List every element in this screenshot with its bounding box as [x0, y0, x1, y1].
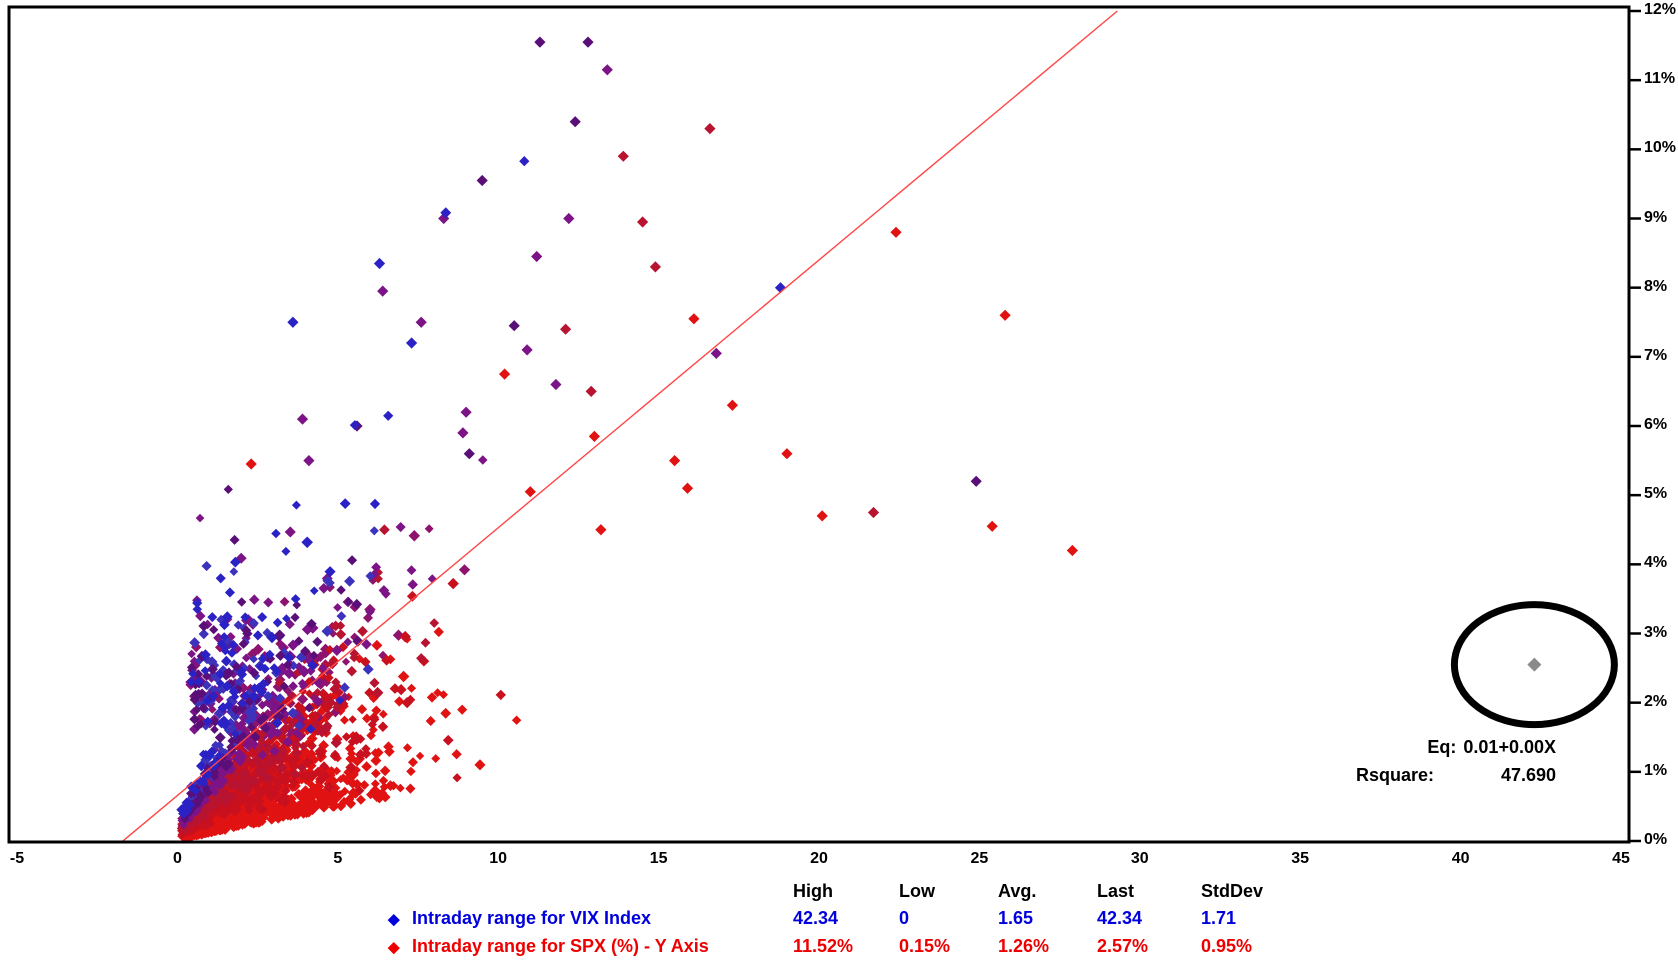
y-tick-label: 12% [1644, 1, 1677, 18]
stats-value: 42.34 [793, 908, 839, 928]
legend-marker-icon: ◆ [388, 911, 400, 928]
x-tick-label: 10 [489, 850, 508, 867]
stats-header: Last [1097, 881, 1135, 901]
y-tick-label: 6% [1644, 416, 1668, 433]
scatter-points-layer [176, 123, 880, 835]
x-tick-label: 45 [1612, 850, 1630, 867]
x-tick-label: 0 [172, 850, 182, 867]
stats-value: 11.52% [793, 936, 854, 956]
y-tick-label: 5% [1644, 485, 1668, 503]
y-tick-label: 11% [1644, 70, 1676, 88]
stats-value: 1.26% [998, 936, 1050, 956]
stats-value: 0 [899, 908, 910, 928]
y-tick-label: 10% [1644, 139, 1677, 157]
x-tick-label: 5 [333, 850, 343, 867]
regression-annotation: Eq: 0.01+0.00X Rsquare: 47.690 [1356, 737, 1556, 786]
legend-marker-icon: ◆ [388, 939, 400, 956]
stats-value: 2.57% [1097, 936, 1149, 956]
stats-header: Low [899, 881, 935, 901]
scatter-points-layer [183, 526, 379, 815]
stats-value: 1.71 [1201, 908, 1237, 928]
x-tick-label: 25 [970, 850, 989, 867]
stats-value: 42.34 [1097, 908, 1143, 928]
y-tick-label: 3% [1644, 623, 1668, 641]
rsquare-row: Rsquare: 47.690 [1356, 765, 1556, 786]
x-tick-label: 40 [1451, 850, 1470, 867]
y-tick-label: 9% [1644, 208, 1668, 226]
trend-line [122, 10, 1118, 842]
series-label: Intraday range for SPX (%) - Y Axis [412, 936, 709, 956]
y-tick-label: 8% [1644, 277, 1668, 295]
x-tick-label: -5 [9, 850, 25, 867]
y-tick-label: 7% [1644, 346, 1668, 364]
stats-header: Avg. [998, 881, 1037, 901]
x-tick-label: 15 [649, 850, 668, 867]
highlight-ring [1450, 601, 1618, 729]
rsquare-label: Rsquare: [1356, 765, 1435, 785]
stats-value: 0.15% [899, 936, 951, 956]
rsquare-value: 47.690 [1500, 765, 1556, 785]
equation-row: Eq: 0.01+0.00X [1356, 737, 1556, 758]
y-tick-label: 0% [1644, 831, 1668, 848]
stats-value: 0.95% [1201, 936, 1253, 956]
x-tick-label: 30 [1130, 850, 1149, 867]
y-tick-label: 4% [1644, 554, 1668, 572]
x-tick-label: 20 [810, 850, 828, 867]
stats-header: StdDev [1201, 881, 1264, 901]
y-tick-label: 1% [1644, 761, 1668, 779]
y-tick-label: 2% [1644, 692, 1668, 710]
equation-label: Eq: [1427, 737, 1457, 757]
plot-border [7, 5, 1631, 844]
stats-value: 1.65 [998, 908, 1034, 928]
x-tick-label: 35 [1291, 850, 1310, 867]
series-label: Intraday range for VIX Index [412, 908, 652, 928]
stats-header: High [793, 881, 833, 901]
equation-value: 0.01+0.00X [1463, 737, 1556, 757]
highlighted-point [1527, 657, 1542, 672]
